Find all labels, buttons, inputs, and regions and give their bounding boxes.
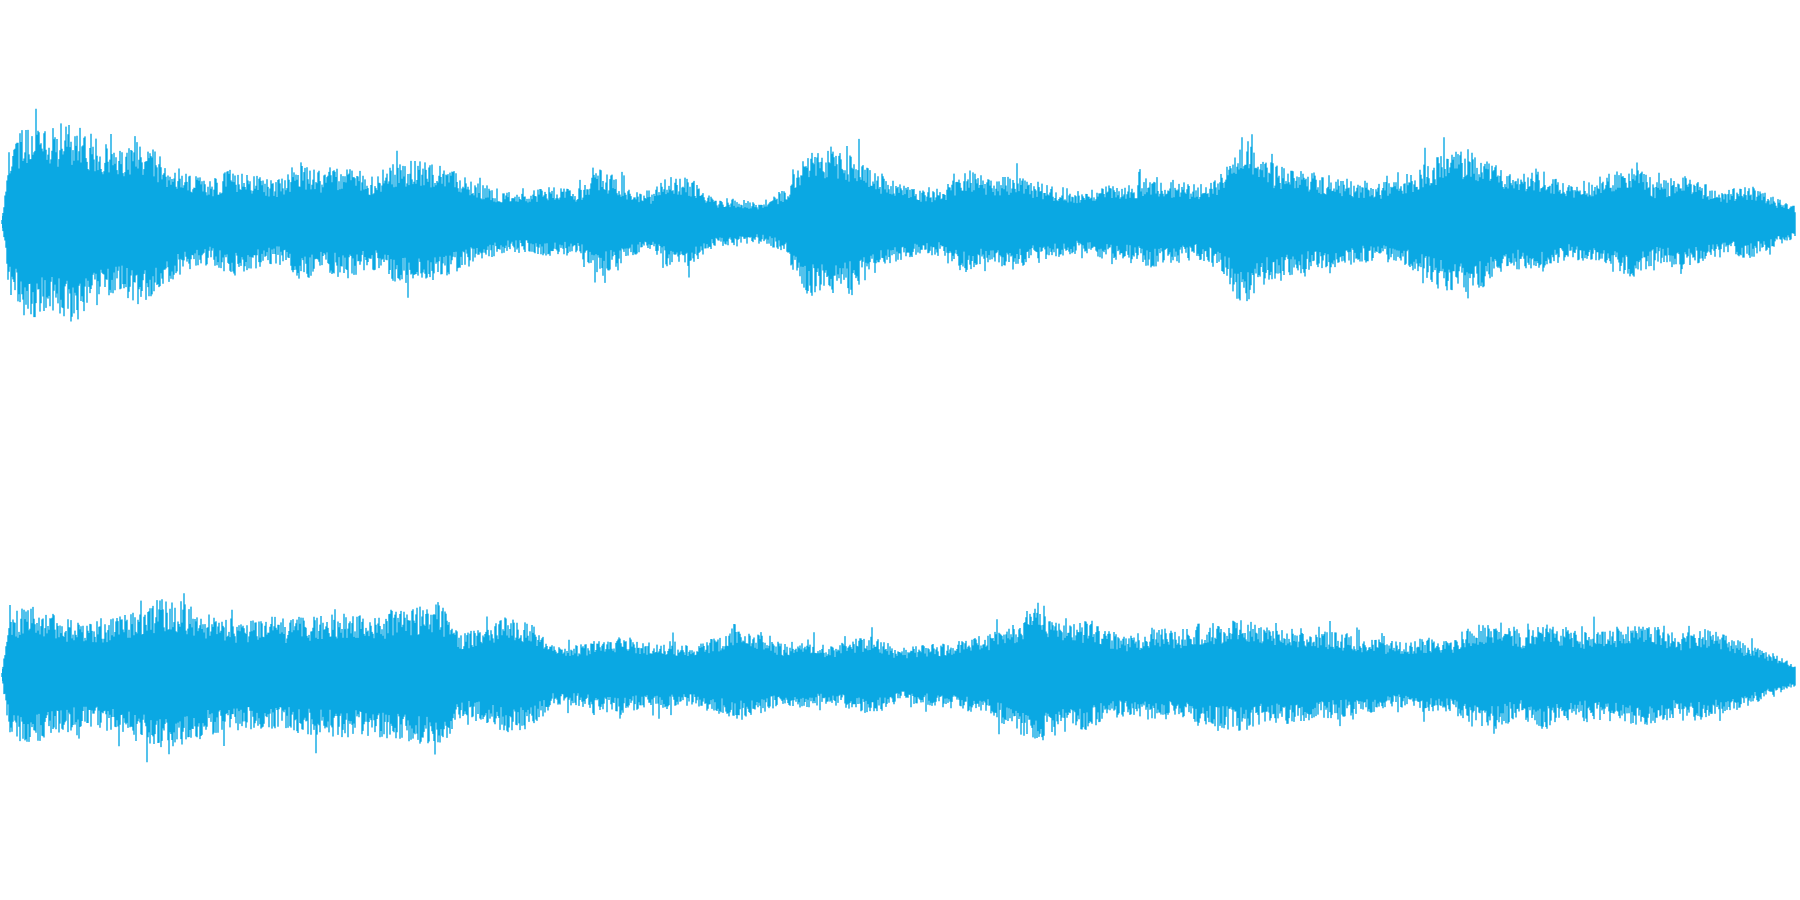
channel-1-waveform (1, 108, 1796, 322)
waveform-core (2, 216, 1795, 228)
waveform-trace (1, 108, 1796, 322)
waveform-core (2, 669, 1795, 681)
channel-2-waveform (1, 593, 1796, 763)
